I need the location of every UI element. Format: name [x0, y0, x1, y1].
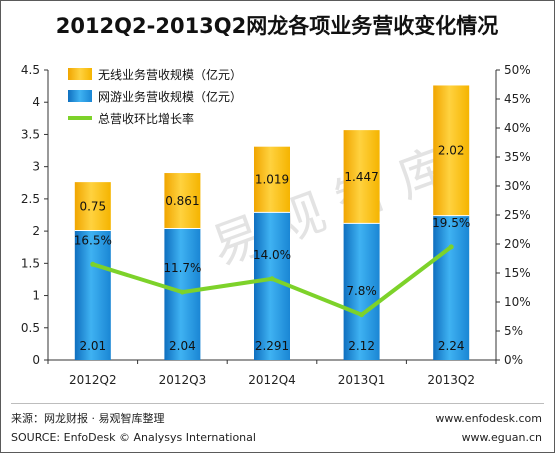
- growth-rate-point: [269, 276, 275, 282]
- footer-divider: [11, 403, 544, 404]
- growth-rate-value-label: 14.0%: [253, 248, 291, 262]
- legend-item-online-game-swatch: [68, 90, 92, 102]
- x-category-label: 2012Q4: [248, 373, 296, 387]
- bar-wireless: [254, 146, 290, 213]
- bar-online-game: [343, 223, 380, 360]
- watermark-text: 易观智库: [204, 132, 472, 277]
- y2-tick-label: 25%: [504, 208, 531, 222]
- bar-wireless-value-label: 2.02: [438, 144, 465, 158]
- bar-online-game-value-label: 2.12: [348, 339, 375, 353]
- y-tick-label: 0.5: [21, 321, 40, 335]
- y-tick-label: 1.5: [21, 256, 40, 270]
- y2-tick-label: 45%: [504, 92, 531, 106]
- growth-rate-point: [359, 312, 365, 318]
- y2-tick-label: 50%: [504, 63, 531, 77]
- y-tick-label: 1: [32, 289, 40, 303]
- growth-rate-point: [90, 261, 96, 267]
- bar-wireless-value-label: 0.861: [165, 194, 199, 208]
- bar-online-game: [433, 215, 470, 360]
- growth-rate-value-label: 16.5%: [74, 233, 112, 247]
- y-tick-label: 4: [32, 95, 40, 109]
- source-note: 来源：网龙财报 · 易观智库整理 SOURCE: EnfoDesk © Anal…: [11, 409, 256, 447]
- bar-online-game-value-label: 2.24: [438, 339, 465, 353]
- y-tick-label: 3.5: [21, 127, 40, 141]
- legend-item-online-game-label: 网游业务营收规模（亿元）: [98, 89, 242, 104]
- y2-tick-label: 35%: [504, 150, 531, 164]
- y2-tick-label: 30%: [504, 179, 531, 193]
- legend-item-wireless-swatch: [68, 68, 92, 80]
- site-eguan-link[interactable]: www.eguan.cn: [461, 431, 542, 444]
- growth-rate-value-label: 19.5%: [432, 216, 470, 230]
- y2-tick-label: 10%: [504, 295, 531, 309]
- x-category-label: 2012Q3: [159, 373, 207, 387]
- site-enfodesk-link[interactable]: www.enfodesk.com: [435, 412, 542, 425]
- y-tick-label: 2.5: [21, 192, 40, 206]
- bar-wireless: [164, 173, 201, 229]
- y-tick-label: 4.5: [21, 63, 40, 77]
- bar-wireless: [74, 182, 111, 231]
- source-en: SOURCE: EnfoDesk © Analysys Internationa…: [11, 431, 256, 444]
- x-category-label: 2013Q1: [338, 373, 386, 387]
- bar-wireless-value-label: 1.447: [344, 170, 378, 184]
- x-category-label: 2013Q2: [427, 373, 475, 387]
- bar-wireless-value-label: 1.019: [255, 173, 289, 187]
- growth-rate-value-label: 7.8%: [346, 284, 377, 298]
- y2-tick-label: 0%: [504, 353, 523, 367]
- bar-online-game-value-label: 2.01: [79, 339, 106, 353]
- y-tick-label: 0: [32, 353, 40, 367]
- growth-rate-point: [179, 289, 185, 295]
- bar-online-game: [254, 212, 290, 360]
- growth-rate-point: [448, 244, 454, 250]
- bar-online-game-value-label: 2.291: [255, 339, 289, 353]
- y2-tick-label: 15%: [504, 266, 531, 280]
- y-tick-label: 2: [32, 224, 40, 238]
- legend-item-growth-rate-label: 总营收环比增长率: [98, 111, 194, 126]
- bar-wireless: [343, 130, 380, 224]
- bar-online-game-value-label: 2.04: [169, 339, 196, 353]
- y2-tick-label: 20%: [504, 237, 531, 251]
- bar-wireless-value-label: 0.75: [79, 199, 106, 213]
- y2-tick-label: 40%: [504, 121, 531, 135]
- chart-title: 2012Q2-2013Q2网龙各项业务营收变化情况: [56, 14, 499, 38]
- site-links: www.enfodesk.com www.eguan.cn: [435, 409, 542, 447]
- legend-item-wireless-label: 无线业务营收规模（亿元）: [98, 67, 242, 82]
- y-tick-label: 3: [32, 160, 40, 174]
- source-cn: 来源：网龙财报 · 易观智库整理: [11, 412, 165, 425]
- bar-wireless: [433, 85, 470, 216]
- x-category-label: 2012Q2: [69, 373, 117, 387]
- growth-rate-value-label: 11.7%: [163, 261, 201, 275]
- y2-tick-label: 5%: [504, 324, 523, 338]
- bar-online-game: [74, 230, 111, 360]
